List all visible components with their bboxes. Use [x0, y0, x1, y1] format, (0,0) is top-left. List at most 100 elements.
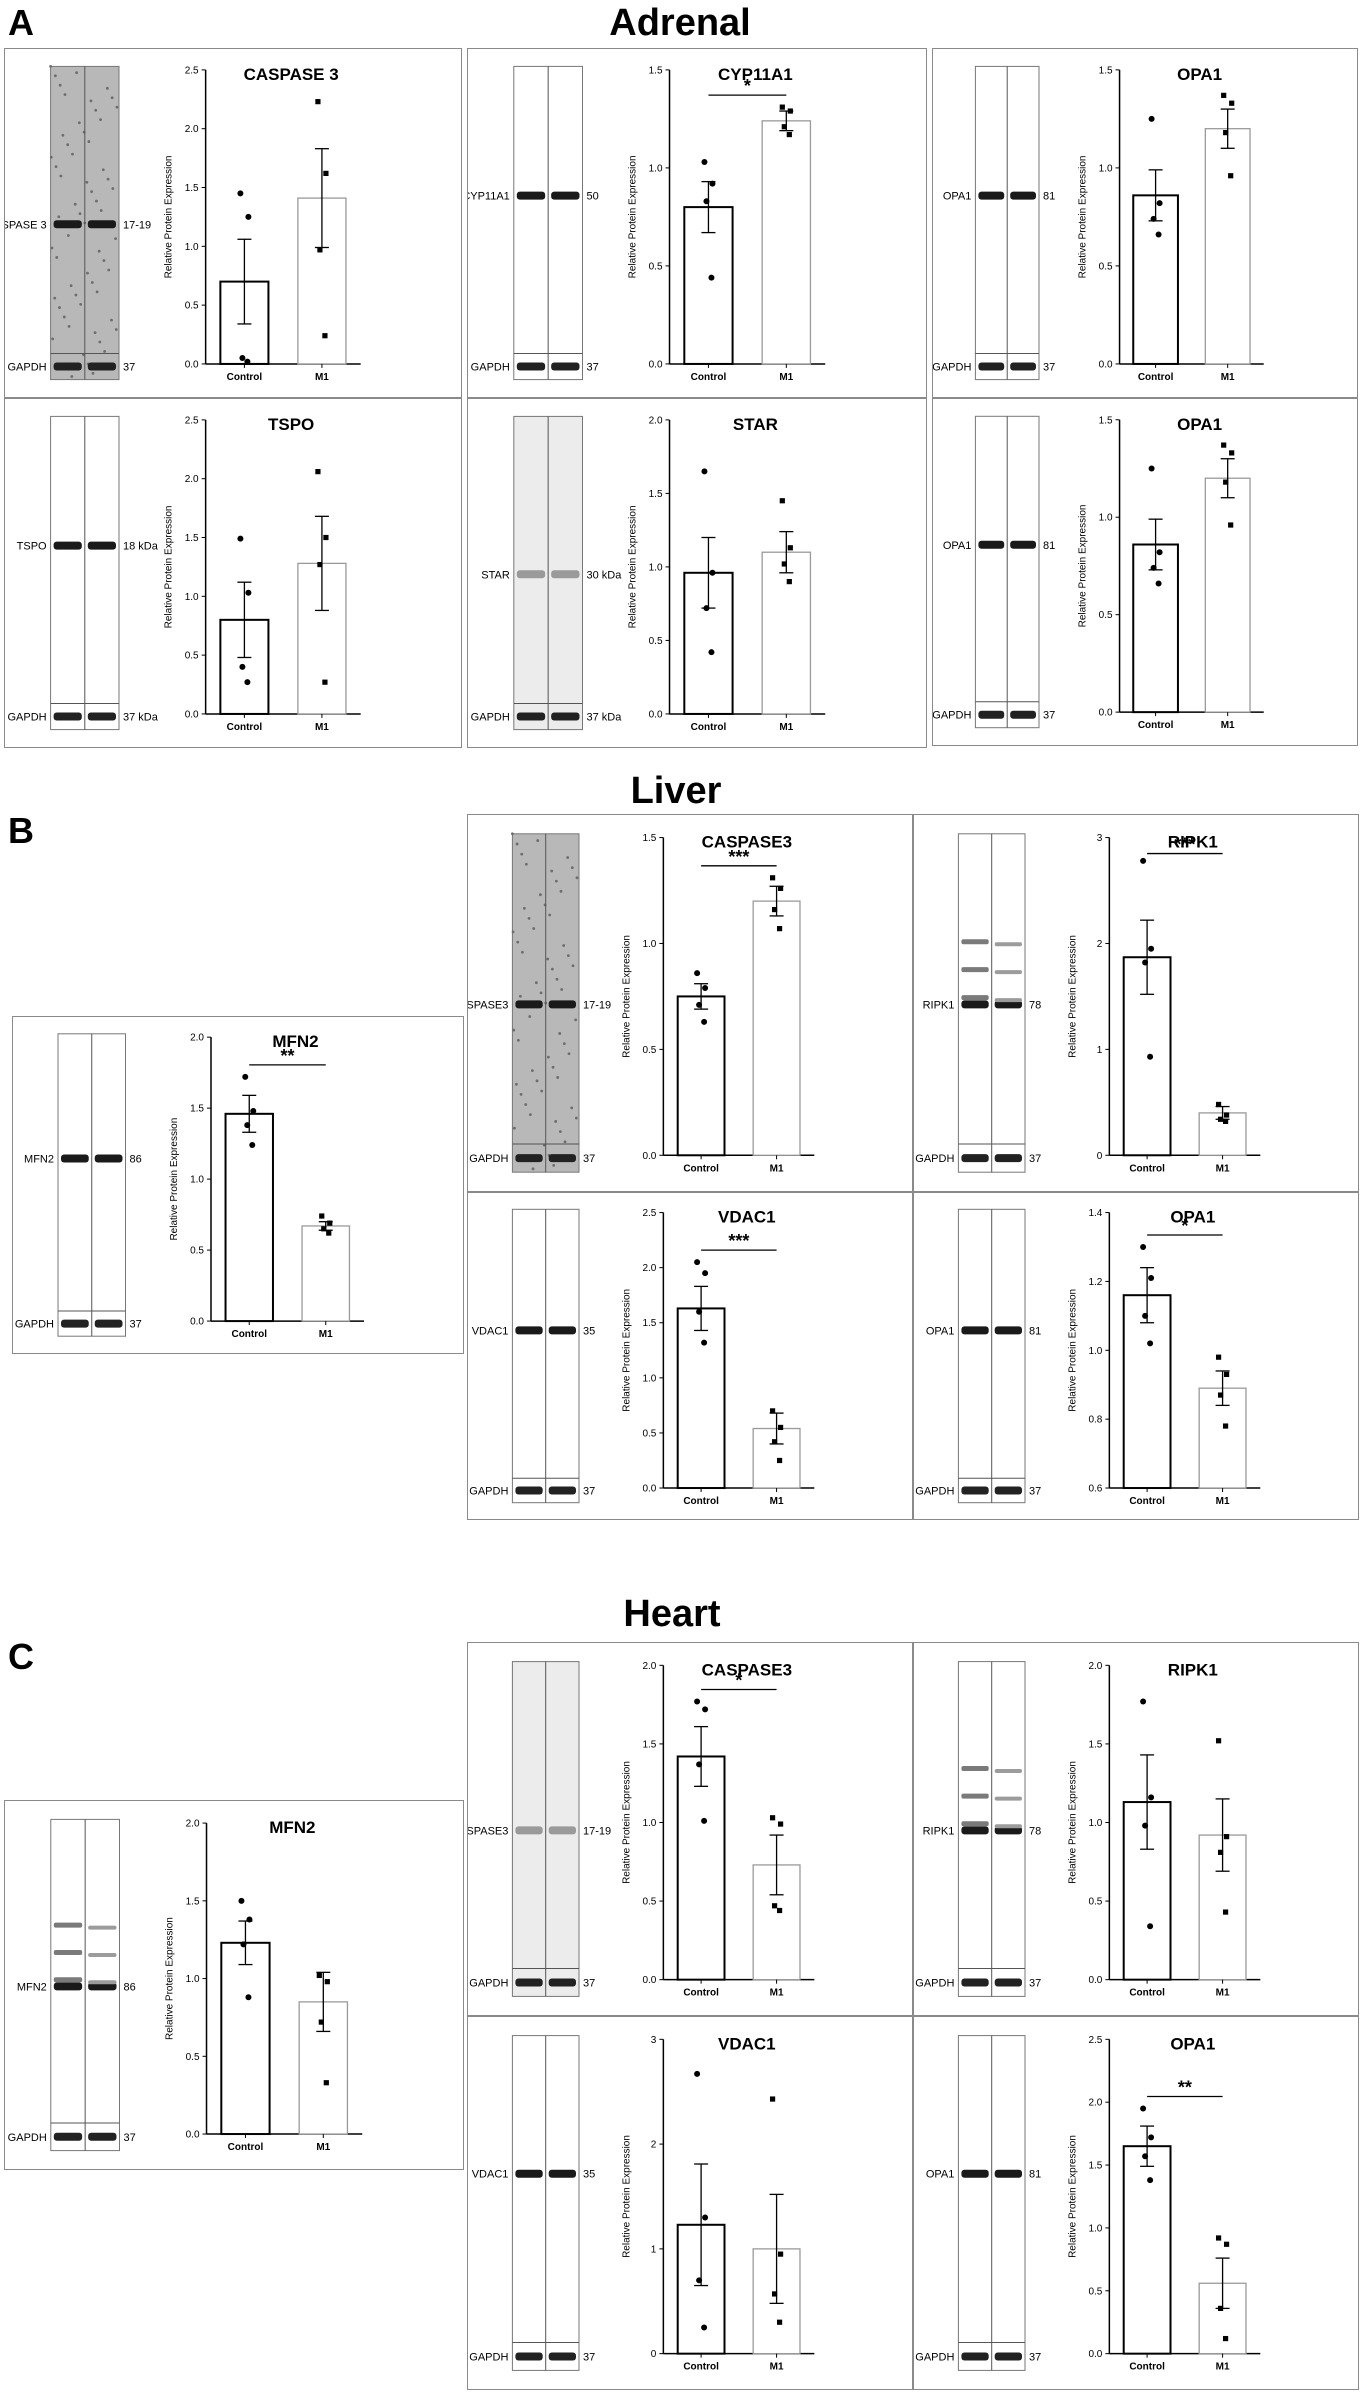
y-tick-label: 3: [1097, 833, 1103, 844]
data-point-m1: [1222, 1118, 1229, 1124]
blot-noise: [79, 303, 83, 306]
y-axis-label: Relative Protein Expression: [164, 155, 175, 278]
data-point-control: [694, 2070, 701, 2077]
data-point-m1: [769, 1815, 776, 1821]
gapdh-band-control: [961, 1154, 989, 1163]
y-tick-label: 0.5: [185, 301, 199, 312]
data-point-m1: [779, 104, 785, 110]
y-tick-label: 2: [651, 2140, 657, 2151]
gapdh-band-m1: [994, 1978, 1022, 1987]
panel-figure: CYP11A1 50 GAPDH 37 CYP11A1 Relative Protein …: [468, 65, 826, 383]
molecular-weight-label: 78: [1029, 1825, 1041, 1837]
bar-chart: CYP11A1 Relative Protein Expression 0.0 0.5…: [628, 65, 826, 383]
x-tick-label: Control: [683, 1988, 719, 1999]
gapdh-band-m1: [88, 2132, 117, 2141]
chart-title: TSPO: [268, 415, 314, 434]
blot-noise: [548, 913, 552, 917]
blot-noise: [111, 187, 115, 190]
data-point-control: [1150, 215, 1157, 222]
data-point-control: [1142, 959, 1149, 966]
blot-noise: [514, 1082, 518, 1086]
y-axis-label: Relative Protein Expression: [1078, 505, 1089, 628]
western-blot: [511, 1208, 580, 1504]
data-point-control: [239, 355, 246, 362]
blot-noise: [66, 234, 70, 237]
data-point-control: [1148, 1274, 1155, 1281]
gapdh-label: GAPDH: [915, 2351, 954, 2363]
gapdh-band-control: [978, 362, 1005, 371]
gapdh-label: GAPDH: [915, 1485, 954, 1497]
data-point-control: [703, 198, 710, 205]
protein-label: CASPASE 3: [5, 219, 47, 231]
bar-chart: VDAC1 Relative Protein Expression 0 1 2 3 Cont…: [621, 2034, 815, 2373]
x-tick-label: M1: [1216, 1163, 1230, 1174]
y-tick-label: 0.5: [1088, 2286, 1102, 2297]
blot-noise: [87, 140, 91, 143]
molecular-weight-label: 81: [1043, 540, 1055, 552]
data-point-control: [701, 2324, 708, 2331]
protein-label: STAR: [481, 569, 510, 581]
section-letter-b: B: [8, 810, 34, 851]
extra-band: [53, 1977, 83, 1983]
extra-band: [961, 1821, 989, 1827]
data-point-m1: [317, 561, 323, 568]
data-point-m1: [776, 926, 783, 932]
y-tick-label: 0.0: [1099, 359, 1113, 370]
x-tick-label: Control: [1129, 2362, 1165, 2373]
data-point-control: [1148, 2134, 1155, 2141]
x-tick-label: Control: [227, 372, 263, 383]
y-tick-label: 2.0: [1088, 2098, 1102, 2109]
protein-label: OPA1: [926, 2169, 955, 2181]
gapdh-band-control: [515, 1486, 543, 1495]
blot-noise: [93, 331, 97, 335]
x-tick-label: M1: [1221, 720, 1235, 731]
protein-label: RIPK1: [923, 1825, 955, 1837]
significance-stars: ***: [728, 847, 749, 867]
protein-band-control: [961, 1826, 989, 1835]
data-point-control: [245, 213, 252, 220]
protein-band-m1: [94, 1154, 123, 1163]
western-blot: [49, 65, 120, 381]
western-blot: [957, 833, 1026, 1173]
gapdh-band-control: [961, 1978, 989, 1987]
data-point-m1: [771, 2291, 778, 2297]
blot-noise: [49, 65, 52, 68]
y-tick-label: 1.5: [190, 1104, 204, 1115]
blot-noise: [57, 215, 61, 219]
y-tick-label: 1.0: [649, 163, 663, 174]
blot-noise: [114, 237, 117, 241]
x-tick-label: Control: [1129, 1496, 1165, 1507]
molecular-weight-label: 35: [583, 2169, 595, 2181]
y-axis-label: Relative Protein Expression: [628, 155, 639, 278]
gapdh-mw-label: 37: [1029, 1977, 1041, 1989]
bar-chart: OPA1 Relative Protein Expression 0.0 0.5 1.0…: [1078, 415, 1264, 731]
gapdh-band-m1: [548, 1154, 576, 1163]
significance-stars: ***: [1174, 835, 1195, 855]
protein-band-control: [516, 570, 546, 579]
significance-stars: *: [744, 76, 751, 96]
blot-noise: [90, 190, 94, 194]
data-point-m1: [1215, 2235, 1222, 2241]
blot-noise: [546, 957, 550, 961]
y-tick-label: 1.0: [1099, 163, 1113, 174]
y-axis-label: Relative Protein Expression: [621, 1761, 632, 1884]
data-point-control: [701, 468, 708, 475]
gapdh-band-control: [961, 2352, 989, 2361]
x-tick-label: M1: [316, 2142, 330, 2153]
panel-adrenal-opa1: OPA1 81 GAPDH 37 OPA1 Relative Protein Expres…: [932, 48, 1358, 398]
data-point-m1: [779, 498, 785, 504]
y-tick-label: 0.0: [1088, 2349, 1102, 2360]
blot-noise: [520, 950, 524, 954]
y-tick-label: 0: [651, 2349, 657, 2360]
data-point-m1: [1223, 1371, 1230, 1377]
data-point-control: [1140, 1243, 1147, 1250]
molecular-weight-label: 78: [1029, 999, 1041, 1011]
data-point-m1: [317, 247, 323, 253]
x-tick-label: M1: [315, 372, 329, 383]
y-tick-label: 0.0: [642, 1484, 656, 1495]
y-tick-label: 1.5: [185, 183, 199, 194]
data-point-m1: [776, 1907, 783, 1914]
data-point-control: [696, 1308, 703, 1315]
blot-noise: [516, 1038, 520, 1042]
blot-noise: [516, 940, 520, 944]
